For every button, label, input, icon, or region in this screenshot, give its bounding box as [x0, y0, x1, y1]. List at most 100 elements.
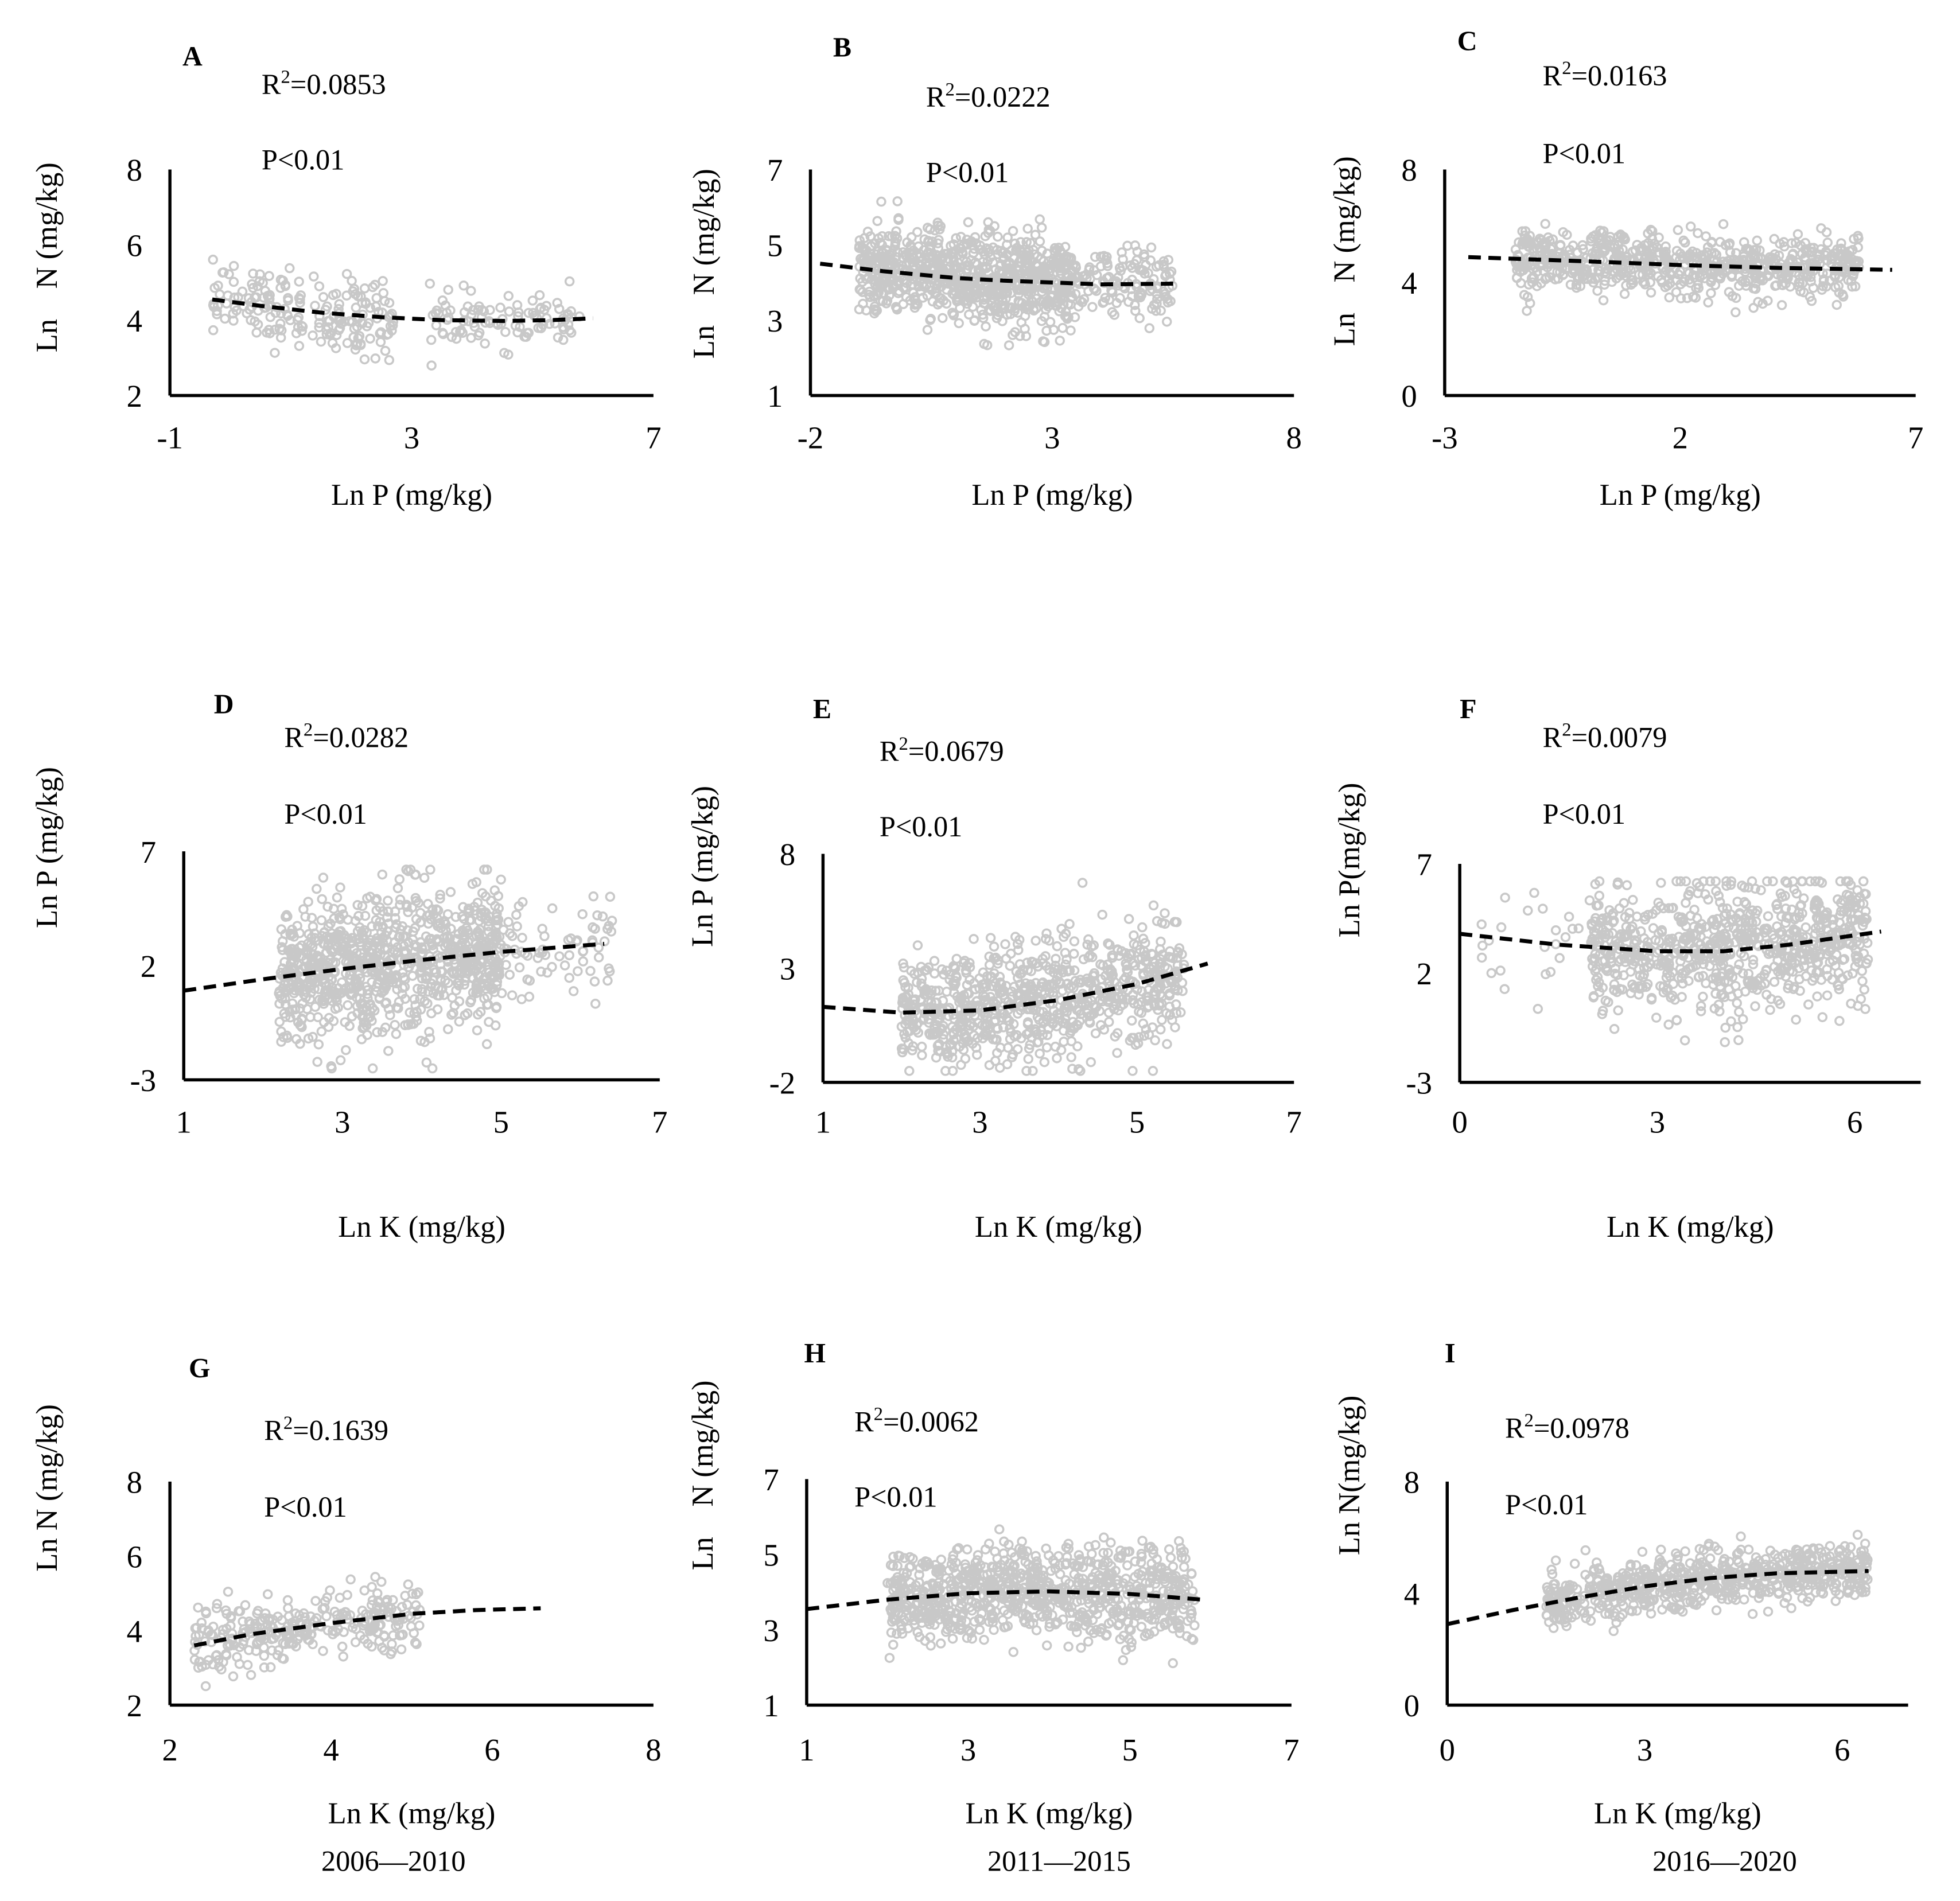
data-point: [264, 294, 274, 305]
data-point: [1838, 291, 1849, 302]
data-point: [564, 972, 574, 983]
data-point: [1127, 1066, 1138, 1076]
data-point: [1130, 299, 1140, 310]
data-point: [370, 353, 381, 364]
data-point: [213, 281, 223, 291]
data-point: [994, 307, 1004, 317]
data-point: [259, 1650, 270, 1661]
data-point: [349, 283, 360, 294]
data-point: [431, 320, 442, 330]
data-point: [312, 1057, 322, 1067]
data-point: [1795, 240, 1806, 251]
data-point: [228, 276, 239, 287]
data-point: [445, 887, 456, 897]
data-point: [1790, 237, 1801, 248]
r-squared-value: =0.0853: [290, 68, 386, 100]
data-point: [1843, 252, 1853, 263]
data-point: [255, 269, 265, 280]
data-point: [1803, 999, 1814, 1010]
x-tick-label: 6: [1847, 1104, 1862, 1139]
data-point: [424, 1027, 434, 1037]
data-point: [334, 299, 344, 309]
data-point: [1520, 226, 1531, 236]
data-point: [1036, 223, 1047, 233]
data-point: [534, 290, 545, 301]
data-point: [1139, 249, 1149, 260]
data-point: [396, 1644, 407, 1655]
data-point: [1008, 226, 1018, 236]
data-point: [1681, 876, 1691, 887]
data-point: [1035, 236, 1045, 247]
r-squared-label: R2=0.0222: [926, 79, 1051, 113]
data-point: [1806, 295, 1817, 306]
data-point: [1732, 1022, 1743, 1033]
data-point: [1593, 232, 1603, 243]
data-point: [1740, 267, 1751, 277]
data-point: [310, 1596, 321, 1606]
data-point: [865, 231, 876, 241]
data-point: [964, 260, 974, 271]
data-point: [1615, 270, 1625, 281]
data-point: [892, 196, 903, 207]
data-point: [925, 314, 936, 324]
data-point: [1664, 274, 1674, 285]
y-tick-label: -3: [1406, 1066, 1432, 1101]
data-point: [1599, 279, 1610, 290]
data-point: [443, 977, 453, 988]
data-point: [1522, 306, 1532, 316]
x-axis-label: Ln P (mg/kg): [331, 478, 492, 512]
p-value-label: P<0.01: [880, 811, 962, 843]
data-point: [969, 315, 980, 326]
data-point: [516, 994, 527, 1004]
data-point: [323, 315, 333, 326]
x-tick-label: 2: [1673, 420, 1688, 455]
data-point: [350, 344, 361, 355]
data-point: [976, 305, 986, 315]
data-point: [1847, 281, 1857, 292]
data-point: [1148, 900, 1159, 911]
data-point: [1160, 289, 1170, 299]
y-tick-label: 4: [1401, 266, 1417, 301]
data-point: [882, 295, 893, 306]
data-point: [380, 345, 391, 356]
data-point: [1706, 275, 1717, 286]
data-point: [1598, 295, 1609, 306]
data-point: [503, 917, 514, 928]
y-tick-label: 8: [1401, 153, 1417, 188]
data-point: [378, 276, 388, 286]
data-point: [558, 334, 569, 345]
data-point: [564, 276, 575, 287]
data-point: [1021, 237, 1032, 247]
data-point: [1020, 310, 1030, 321]
data-point: [1065, 325, 1076, 336]
data-point: [395, 899, 405, 910]
x-tick-label: -1: [157, 420, 183, 455]
panel-letter: E: [813, 694, 831, 724]
data-point: [952, 262, 963, 273]
scatter-points: [208, 254, 585, 371]
data-point: [208, 325, 219, 336]
data-point: [1770, 249, 1780, 260]
data-point: [1534, 242, 1545, 253]
data-point: [1817, 1012, 1828, 1022]
data-point: [916, 1041, 927, 1052]
data-point: [1743, 244, 1754, 255]
panel-letter: A: [182, 41, 203, 72]
data-point: [338, 1651, 348, 1662]
data-point: [312, 883, 322, 894]
x-axis-label: Ln P (mg/kg): [971, 478, 1133, 512]
x-tick-label: 8: [1286, 420, 1302, 455]
data-point: [869, 290, 879, 301]
data-point: [425, 864, 435, 875]
data-point: [1625, 275, 1636, 285]
data-point: [469, 321, 480, 332]
data-point: [1584, 895, 1595, 906]
data-point: [430, 308, 441, 318]
data-point: [1538, 266, 1549, 276]
data-point: [500, 326, 511, 337]
data-point: [275, 283, 286, 293]
data-point: [1849, 233, 1859, 244]
y-tick-label: -2: [769, 1066, 796, 1101]
data-point: [1749, 250, 1759, 261]
data-point: [527, 295, 538, 306]
